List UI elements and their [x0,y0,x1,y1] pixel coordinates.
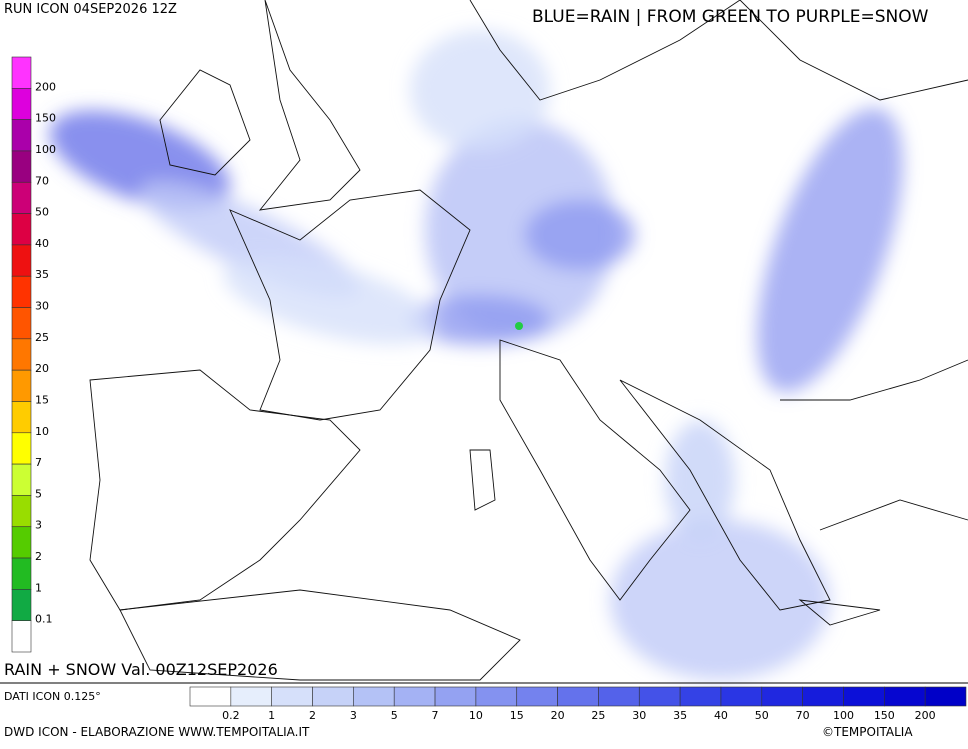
snow-scale-label: 150 [35,112,56,125]
snow-scale-box [11,526,32,559]
snow-scale-box [11,244,32,277]
snow-scale-box [11,620,32,653]
snow-scale-box [11,150,32,183]
rain-scale-box [802,686,844,707]
precipitation-field [49,30,903,680]
snow-scale-label: 20 [35,362,49,375]
snow-scale-label: 15 [35,393,49,406]
rain-scale-box [924,686,967,707]
snow-scale-label: 50 [35,206,49,219]
rain-scale-label: 15 [510,709,524,722]
snow-scale-label: 5 [35,487,42,500]
rain-scale-box [679,686,722,707]
rain-scale-box [393,686,436,707]
snow-scale-label: 35 [35,268,49,281]
rain-scale-box [353,686,395,707]
rain-scale-box [434,686,477,707]
snow-scale-label: 2 [35,550,42,563]
credit: DWD ICON - ELABORAZIONE WWW.TEMPOITALIA.… [4,725,310,739]
snow-scale-box [11,56,32,89]
snow-scale-box [11,119,32,152]
snow-scale-label: 1 [35,581,42,594]
rain-scale-box [761,686,803,707]
snow-scale-label: 10 [35,425,49,438]
rain-scale-label: 40 [714,709,728,722]
rain-scale-label: 10 [469,709,483,722]
rain-scale-label: 1 [268,709,275,722]
rain-scale-box [475,686,518,707]
run-label: RUN ICON 04SEP2026 12Z [4,2,177,17]
snow-scale-box [11,495,32,528]
rain-scale-label: 25 [591,709,605,722]
legend-note: BLUE=RAIN | FROM GREEN TO PURPLE=SNOW [532,7,929,27]
rain-scale-label: 70 [796,709,810,722]
rain-scale-box [189,686,232,707]
rain-scale-label: 7 [432,709,439,722]
rain-scale-label: 35 [673,709,687,722]
rain-scale-box [230,686,272,707]
data-source: DATI ICON 0.125° [4,690,101,703]
rain-scale-box [720,686,763,707]
rain-scale-label: 150 [874,709,895,722]
rain-scale-box [884,686,926,707]
map-caption: RAIN + SNOW Val. 00Z12SEP2026 [4,660,278,679]
snow-scale-box [11,401,32,434]
snow-scale-label: 0.1 [35,613,53,626]
copyright: ©TEMPOITALIA [822,725,913,739]
snow-scale-box [11,369,32,402]
rain-scale-label: 200 [915,709,936,722]
snow-scale-box [11,275,32,308]
snow-scale-box [11,557,32,590]
rain-scale-label: 30 [632,709,646,722]
snow-scale-box [11,589,32,621]
rain-scale-label: 3 [350,709,357,722]
snow-scale-box [11,463,32,496]
rain-scale-label: 20 [551,709,565,722]
snow-scale-box [11,307,32,340]
snow-scale-label: 200 [35,80,56,93]
rain-scale-label: 2 [309,709,316,722]
rain-scale-label: 5 [391,709,398,722]
snow-scale-label: 30 [35,300,49,313]
rain-scale-label: 50 [755,709,769,722]
rain-scale-label: 100 [833,709,854,722]
snow-scale-label: 40 [35,237,49,250]
rain-scale-box [557,686,599,707]
snow-scale-label: 100 [35,143,56,156]
rain-scale-box [271,686,313,707]
snow-scale-label: 7 [35,456,42,469]
snow-scale-box [11,432,32,465]
snow-scale-box [11,338,32,371]
rain-scale-label: 0.2 [222,709,240,722]
rain-scale-box [843,686,885,707]
rain-scale-box [312,686,354,707]
location-marker [515,322,523,330]
snow-scale-box [11,88,32,120]
snow-scale-label: 70 [35,174,49,187]
snow-scale-box [11,213,32,246]
snow-scale-box [11,181,32,214]
rain-scale-box [598,686,640,707]
rain-scale-box [638,686,681,707]
snow-scale-label: 25 [35,331,49,344]
snow-scale-label: 3 [35,519,42,532]
coastlines [89,0,968,681]
rain-scale-box [516,686,558,707]
